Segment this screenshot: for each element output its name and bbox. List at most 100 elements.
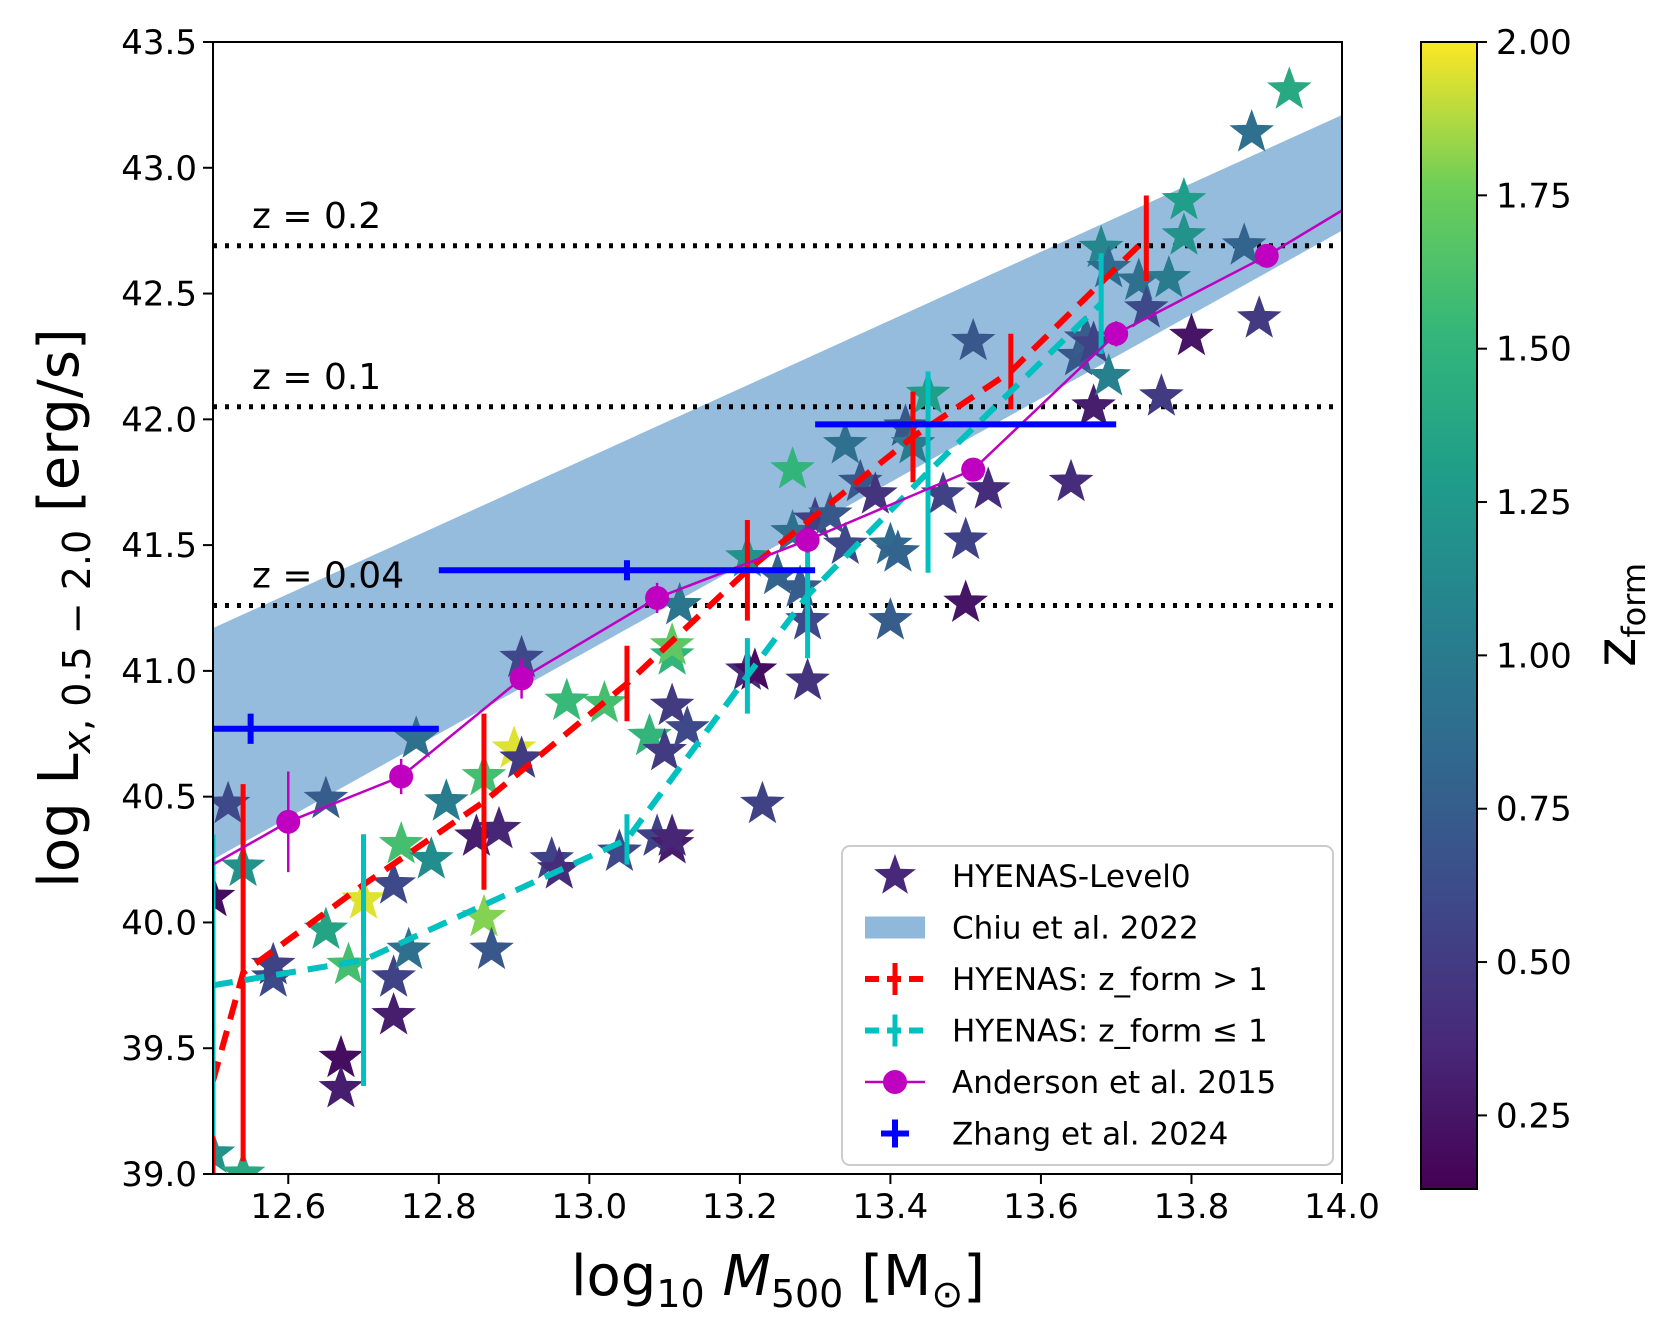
colorbar-ticks: 0.25 0.50 0.75 1.00 1.25 1.50 1.75 2.00 xyxy=(1477,23,1572,1136)
cyan-series-line xyxy=(213,301,1104,989)
anderson-point xyxy=(795,528,820,553)
hyenas-star-point xyxy=(423,778,469,821)
hyenas-star-point xyxy=(807,491,853,534)
anderson-point xyxy=(509,666,534,691)
colorbar-tick-label: 0.25 xyxy=(1496,1096,1572,1136)
y-tick-label: 42.0 xyxy=(121,400,197,440)
hyenas-star-point xyxy=(544,677,590,721)
hyenas-star-point xyxy=(582,680,627,723)
hyenas-star-point xyxy=(371,992,417,1035)
hyenas-star-point xyxy=(469,926,514,970)
x-tick-label: 13.6 xyxy=(1003,1187,1079,1227)
x-tick-label: 13.4 xyxy=(853,1187,929,1227)
legend-anderson-marker xyxy=(883,1070,907,1094)
hyenas-star-point xyxy=(250,941,296,985)
hyenas-star-point xyxy=(318,1065,364,1108)
hyenas-star-point xyxy=(213,873,236,917)
chiu-band xyxy=(213,114,1342,860)
x-tick-label: 14.0 xyxy=(1304,1187,1380,1227)
data-series xyxy=(213,195,1342,1174)
legend: HYENAS-Level0 Chiu et al. 2022 HYENAS: z_f… xyxy=(841,845,1334,1166)
legend-star-marker xyxy=(874,854,916,894)
hyenas-star-point xyxy=(386,926,431,970)
y-tick-label: 40.5 xyxy=(121,778,197,818)
hyenas-star-point xyxy=(1138,373,1184,416)
colorbar: 0.25 0.50 0.75 1.00 1.25 1.50 1.75 2.00 zform xyxy=(1420,23,1653,1190)
hyenas-star-point xyxy=(1071,383,1116,426)
hyenas-star-point xyxy=(220,1150,266,1174)
anderson-point xyxy=(389,764,414,789)
legend-label-zhang: Zhang et al. 2024 xyxy=(952,1117,1228,1153)
reference-lines xyxy=(213,243,1342,608)
hyenas-star-point xyxy=(875,529,921,572)
hyenas-star-point xyxy=(597,828,642,872)
anderson-point xyxy=(276,809,301,834)
hyenas-star-point xyxy=(664,705,710,748)
y-tick-label: 41.5 xyxy=(121,526,197,566)
hyenas-star-point xyxy=(378,821,424,864)
hyenas-star-point xyxy=(770,446,815,489)
y-tick-label: 41.0 xyxy=(121,652,197,692)
y-tick-label: 39.0 xyxy=(121,1155,197,1195)
reference-line-label: z = 0.04 xyxy=(252,555,404,596)
legend-band-swatch xyxy=(865,916,925,939)
x-tick-label: 12.8 xyxy=(401,1187,477,1227)
hyenas-stars xyxy=(213,66,1312,1174)
reference-line-label: z = 0.1 xyxy=(252,357,381,398)
y-tick-label: 42.5 xyxy=(121,275,197,315)
y-axis-label: log Lx, 0.5 − 2.0 [erg/s] xyxy=(27,328,99,887)
anderson-point xyxy=(1254,243,1279,268)
colorbar-tick-label: 1.75 xyxy=(1496,176,1572,216)
hyenas-star-point xyxy=(943,516,989,560)
hyenas-star-point xyxy=(822,421,868,464)
hyenas-star-point xyxy=(852,471,898,514)
hyenas-star-point xyxy=(943,579,989,623)
reference-line-labels: z = 0.2 z = 0.1 z = 0.04 xyxy=(252,196,404,597)
hyenas-star-point xyxy=(649,813,695,856)
hyenas-star-point xyxy=(642,727,687,771)
hyenas-star-point xyxy=(965,466,1011,509)
hyenas-star-point xyxy=(1048,458,1094,502)
y-tick-label: 43.0 xyxy=(121,149,197,189)
colorbar-tick-label: 0.50 xyxy=(1496,943,1572,983)
hyenas-star-point xyxy=(1161,212,1207,255)
x-axis-ticks: 12.6 12.8 13.0 13.2 13.4 13.6 13.8 14.0 xyxy=(250,1174,1380,1227)
legend-box xyxy=(841,845,1334,1166)
hyenas-star-point xyxy=(649,682,695,726)
legend-label-red: HYENAS: z_form > 1 xyxy=(952,962,1268,998)
anderson-point xyxy=(1104,321,1129,346)
hyenas-star-point xyxy=(1169,312,1214,356)
hyenas-star-point xyxy=(371,861,417,904)
hyenas-star-point xyxy=(393,715,439,758)
colorbar-tick-label: 1.50 xyxy=(1496,330,1572,370)
y-tick-label: 40.0 xyxy=(121,903,197,943)
hyenas-star-point xyxy=(777,564,823,607)
red-series-line xyxy=(213,236,1149,1082)
hyenas-star-point xyxy=(1229,109,1275,152)
colorbar-gradient xyxy=(1420,41,1478,1190)
plot-frame xyxy=(212,41,1343,1175)
legend-label-band: Chiu et al. 2022 xyxy=(952,911,1199,947)
hyenas-star-point xyxy=(1161,177,1207,220)
colorbar-label: zform xyxy=(1584,563,1653,667)
plot-area xyxy=(213,66,1342,1174)
y-tick-label: 39.5 xyxy=(121,1029,197,1069)
colorbar-tick-label: 1.00 xyxy=(1496,636,1572,676)
hyenas-star-point xyxy=(408,836,454,879)
hyenas-star-point xyxy=(303,775,349,819)
x-axis-label: log10 M500 [M⊙] xyxy=(571,1244,985,1316)
legend-label-anderson: Anderson et al. 2015 xyxy=(952,1065,1276,1101)
hyenas-star-point xyxy=(1086,353,1132,396)
hyenas-star-point xyxy=(1236,295,1282,338)
anderson-point xyxy=(961,457,986,482)
colorbar-tick-label: 2.00 xyxy=(1496,23,1572,63)
colorbar-tick-label: 0.75 xyxy=(1496,790,1572,830)
reference-line-label: z = 0.2 xyxy=(252,196,381,237)
x-tick-label: 13.8 xyxy=(1154,1187,1230,1227)
hyenas-star-point xyxy=(1266,66,1312,109)
hyenas-star-point xyxy=(213,1130,236,1173)
chiu-band-layer xyxy=(213,114,1342,860)
x-tick-label: 13.2 xyxy=(702,1187,778,1227)
legend-label-cyan: HYENAS: z_form ≤ 1 xyxy=(952,1014,1268,1050)
hyenas-star-point xyxy=(868,597,913,640)
